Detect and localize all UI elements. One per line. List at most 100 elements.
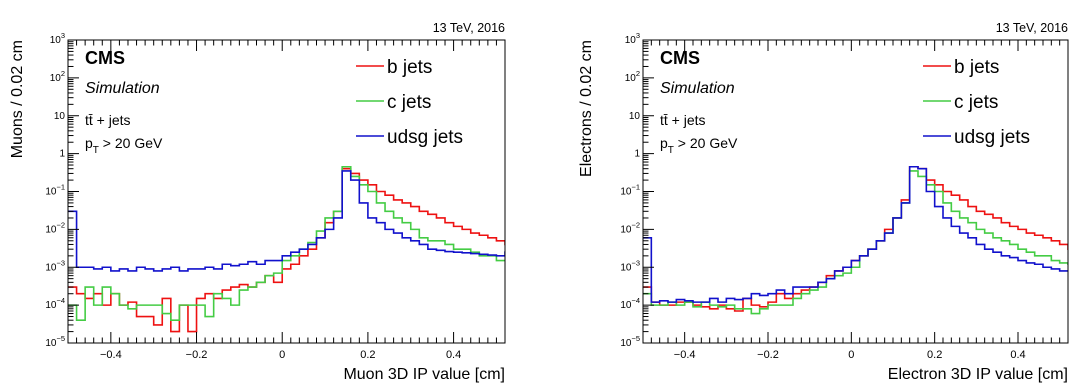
legend: b jets c jets udsg jets [356, 57, 463, 148]
muon-ip-chart: −0.4 −0.2 0 0.2 0.410−510−410−310−210−111010… [9, 21, 506, 383]
electron-ip-chart-panel: −0.4 −0.2 0 0.2 0.4 10−5 10−4 10−3 10−2 10−1 1 10 10… [538, 0, 1075, 383]
y-tick-label-base: 1 [634, 149, 640, 160]
pt-cut-rest: > 20 GeV [674, 135, 738, 151]
legend-label-c-jets: c jets [387, 92, 431, 113]
y-tick-label-base: 10 [620, 338, 632, 349]
y-tick-label-base: 10 [45, 262, 57, 273]
y-tick-label-exponent: −4 [56, 296, 65, 305]
y-tick-label-base: 10 [54, 111, 66, 122]
y-tick-label: 10 [629, 111, 641, 122]
y-tick-label-base: 10 [45, 338, 57, 349]
y-tick-label-base: 10 [45, 224, 57, 235]
y-tick-label: 10−5 [620, 334, 640, 349]
y-tick-label: 10−4 [45, 296, 65, 311]
pt-cut-symbol: p [85, 135, 93, 151]
y-tick-label-base: 1 [59, 149, 65, 160]
y-tick-label: 102 [50, 69, 65, 84]
pt-cut-rest: > 20 GeV [99, 135, 163, 151]
y-tick-label: 103 [625, 31, 640, 46]
x-axis-title: Muon 3D IP value [cm] [343, 366, 505, 383]
series-c-jets-histogram [68, 165, 505, 321]
y-tick-label: 10−3 [45, 258, 65, 273]
y-tick-label-base: 10 [620, 262, 632, 273]
y-tick-label-exponent: 2 [636, 69, 640, 78]
process-label: tt̄ + jets [85, 112, 131, 128]
y-tick-label: 10−2 [620, 220, 640, 235]
y-tick-label-base: 10 [50, 73, 62, 84]
y-tick-label-base: 10 [629, 111, 641, 122]
y-tick-label-exponent: −5 [631, 334, 640, 343]
y-tick-label: 10−5 [45, 334, 65, 349]
legend-label-udsg-jets: udsg jets [387, 127, 463, 148]
y-tick-label-base: 10 [620, 187, 632, 198]
y-tick-label-exponent: −5 [56, 334, 65, 343]
y-tick-label-exponent: 3 [636, 31, 640, 40]
y-tick-label-exponent: −2 [56, 220, 65, 229]
series-c-jets-histogram [643, 170, 1068, 315]
y-tick-label: 10−4 [620, 296, 640, 311]
process-label: tt̄ + jets [660, 112, 706, 128]
x-axis-title: Electron 3D IP value [cm] [888, 366, 1068, 383]
y-tick-label-base: 10 [45, 300, 57, 311]
experiment-label: CMS [85, 48, 125, 68]
y-tick-label: 10−1 [620, 183, 640, 198]
series-udsg-jets-histogram [68, 170, 505, 272]
y-tick-label-base: 10 [50, 35, 62, 46]
legend-label-b-jets: b jets [387, 57, 432, 78]
muon-ip-chart-panel: −0.4 −0.2 0 0.2 0.4 10−5 10−4 10−3 10−2 10−1 1 10 10… [0, 0, 538, 383]
x-tick-label: 0.4 [446, 349, 461, 361]
electron-ip-chart: −0.4 −0.2 0 0.2 0.410−510−410−310−210−111010… [578, 21, 1069, 383]
legend-label-b-jets: b jets [954, 57, 999, 78]
y-tick-label-exponent: −2 [631, 220, 640, 229]
pt-cut-subscript: T [93, 145, 99, 156]
pt-cut-symbol: p [660, 135, 668, 151]
y-tick-label: 10−2 [45, 220, 65, 235]
y-tick-label: 10 [54, 111, 66, 122]
histogram-group [68, 165, 505, 333]
y-axis-title: Electrons / 0.02 cm [578, 40, 595, 177]
y-tick-label: 1 [634, 149, 640, 160]
y-tick-label-base: 10 [620, 300, 632, 311]
y-tick-label: 103 [50, 31, 65, 46]
y-tick-label-exponent: 2 [61, 69, 65, 78]
pt-cut-label: pT > 20 GeV [660, 135, 738, 156]
pt-cut-subscript: T [668, 145, 674, 156]
histogram-group [643, 165, 1068, 315]
x-tick-label: 0.4 [1010, 349, 1025, 361]
y-tick-label-exponent: −3 [631, 258, 640, 267]
y-tick-label-exponent: −3 [56, 258, 65, 267]
status-label: Simulation [660, 80, 735, 97]
x-tick-label: 0.2 [927, 349, 942, 361]
status-label: Simulation [85, 80, 160, 97]
legend: b jets c jets udsg jets [923, 57, 1030, 148]
series-b-jets-histogram [68, 167, 505, 333]
x-tick-label: 0.2 [360, 349, 375, 361]
y-tick-label-base: 10 [45, 187, 57, 198]
energy-label: 13 TeV, 2016 [433, 21, 505, 35]
y-axis-title: Muons / 0.02 cm [9, 40, 26, 158]
y-tick-label: 1 [59, 149, 65, 160]
energy-label: 13 TeV, 2016 [996, 21, 1068, 35]
series-udsg-jets-histogram [643, 165, 1068, 303]
y-tick-label-base: 10 [620, 224, 632, 235]
legend-label-udsg-jets: udsg jets [954, 127, 1030, 148]
y-tick-label-exponent: 3 [61, 31, 65, 40]
pt-cut-label: pT > 20 GeV [85, 135, 163, 156]
y-tick-label-exponent: −4 [631, 296, 640, 305]
x-tick-label: −0.4 [100, 349, 122, 361]
x-tick-label: −0.2 [757, 349, 779, 361]
x-tick-label: 0 [279, 349, 285, 361]
x-axis: −0.4 −0.2 0 0.2 0.4 [642, 40, 1069, 361]
y-tick-label: 10−1 [45, 183, 65, 198]
experiment-label: CMS [660, 48, 700, 68]
x-tick-label: −0.2 [186, 349, 208, 361]
y-tick-label-exponent: −1 [56, 183, 65, 192]
series-b-jets-histogram [643, 165, 1068, 312]
y-tick-label: 102 [625, 69, 640, 84]
x-tick-label: −0.4 [674, 349, 696, 361]
y-tick-label-exponent: −1 [631, 183, 640, 192]
x-tick-label: 0 [848, 349, 854, 361]
legend-label-c-jets: c jets [954, 92, 998, 113]
